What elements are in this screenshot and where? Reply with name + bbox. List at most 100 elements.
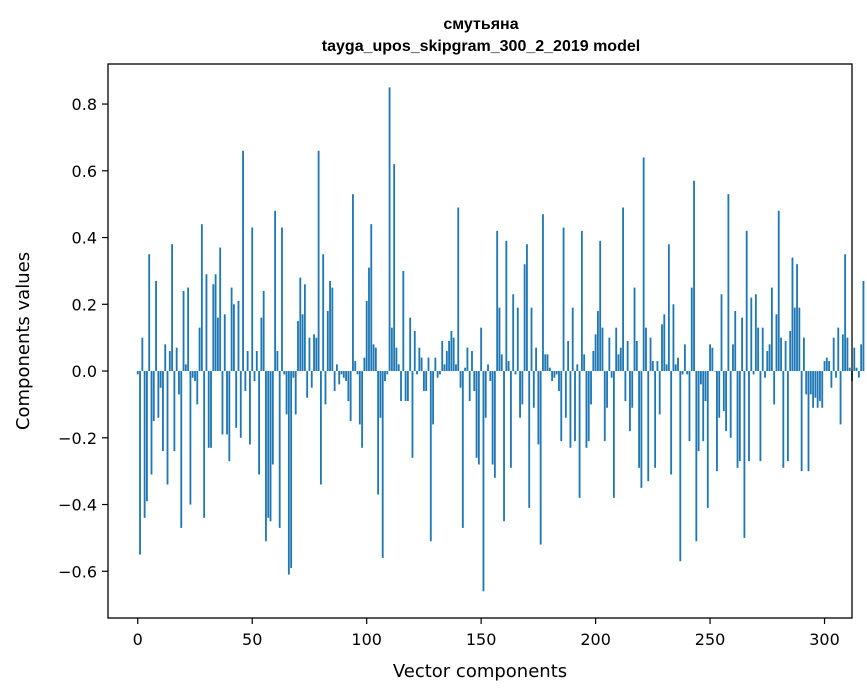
bar-87 <box>336 364 338 372</box>
bar-152 <box>484 371 487 418</box>
bar-259 <box>729 371 732 438</box>
bar-25 <box>194 371 196 382</box>
bar-17 <box>175 347 178 372</box>
bar-251 <box>711 347 714 372</box>
bar-126 <box>425 371 428 392</box>
bar-4 <box>146 371 148 502</box>
bar-253 <box>716 371 718 472</box>
x-axis-ticks: 0 50 100 150 200 250 300 <box>133 618 840 649</box>
bar-128 <box>429 371 432 542</box>
bar-155 <box>491 371 494 465</box>
bar-165 <box>514 371 517 375</box>
bar-176 <box>539 371 542 545</box>
bar-225 <box>651 361 654 372</box>
bar-252 <box>713 371 716 372</box>
bar-255 <box>720 294 723 372</box>
bar-74 <box>306 371 309 398</box>
bar-96 <box>356 371 359 375</box>
bar-12 <box>164 344 167 372</box>
bar-240 <box>686 371 689 375</box>
bar-192 <box>576 364 579 372</box>
bar-281 <box>780 337 782 372</box>
bar-48 <box>246 351 249 372</box>
x-tick-label: 200 <box>580 630 611 649</box>
bar-6 <box>150 371 153 475</box>
bar-257 <box>725 371 728 432</box>
bar-213 <box>624 371 627 402</box>
bar-178 <box>544 354 547 372</box>
bar-223 <box>647 371 650 482</box>
bar-158 <box>498 307 501 372</box>
bar-171 <box>528 371 531 508</box>
bar-239 <box>683 344 686 372</box>
bar-306 <box>837 327 840 372</box>
bar-311 <box>848 367 851 372</box>
bar-190 <box>571 307 574 372</box>
bar-9 <box>157 371 160 418</box>
bar-216 <box>631 371 634 408</box>
y-tick-label: −0.4 <box>58 496 97 515</box>
bar-237 <box>679 371 682 562</box>
bar-13 <box>166 371 169 485</box>
bar-20 <box>182 290 185 372</box>
bar-166 <box>516 307 519 372</box>
bar-118 <box>406 371 409 402</box>
bar-310 <box>846 337 849 372</box>
bar-35 <box>216 317 219 372</box>
bar-103 <box>372 344 375 372</box>
bar-214 <box>626 341 629 372</box>
bar-88 <box>338 371 341 385</box>
bar-147 <box>473 371 476 392</box>
bar-296 <box>814 371 817 398</box>
bar-260 <box>732 344 734 372</box>
bar-141 <box>459 371 462 388</box>
bar-64 <box>283 371 286 375</box>
bar-160 <box>503 371 505 522</box>
bar-59 <box>271 371 274 465</box>
bar-236 <box>677 357 679 372</box>
bar-304 <box>832 337 835 372</box>
bar-127 <box>427 357 430 372</box>
bar-97 <box>358 371 361 425</box>
bar-195 <box>583 354 586 372</box>
bar-90 <box>342 371 345 378</box>
bar-5 <box>148 254 151 372</box>
bar-275 <box>766 351 769 372</box>
bar-254 <box>718 371 721 418</box>
bar-238 <box>681 371 684 375</box>
bar-209 <box>615 327 618 372</box>
x-tick-label: 250 <box>695 630 726 649</box>
bar-265 <box>743 371 746 538</box>
y-tick-label: −0.2 <box>58 429 97 448</box>
bar-188 <box>567 341 570 372</box>
bar-315 <box>857 371 860 378</box>
bar-274 <box>764 371 766 378</box>
bar-299 <box>821 371 824 408</box>
bar-288 <box>796 264 798 372</box>
x-axis-label: Vector components <box>393 661 567 682</box>
bar-10 <box>159 371 162 388</box>
bar-143 <box>464 367 467 372</box>
bar-33 <box>212 284 215 372</box>
bar-91 <box>345 371 347 382</box>
bar-114 <box>397 364 400 372</box>
bar-71 <box>299 277 302 372</box>
x-tick-label: 300 <box>809 630 840 649</box>
bar-249 <box>706 371 709 508</box>
bar-179 <box>546 354 549 372</box>
bar-14 <box>168 351 171 372</box>
bar-95 <box>354 361 357 372</box>
bar-41 <box>230 287 233 372</box>
bar-101 <box>368 267 370 372</box>
bar-106 <box>379 371 382 418</box>
bar-67 <box>290 371 293 568</box>
bar-50 <box>251 227 254 372</box>
bar-198 <box>590 371 592 405</box>
bar-291 <box>803 337 805 372</box>
bar-290 <box>800 371 803 472</box>
bar-185 <box>560 371 563 442</box>
x-tick-label: 150 <box>466 630 497 649</box>
bar-56 <box>265 371 267 542</box>
bar-45 <box>239 371 242 438</box>
bar-258 <box>727 194 730 372</box>
